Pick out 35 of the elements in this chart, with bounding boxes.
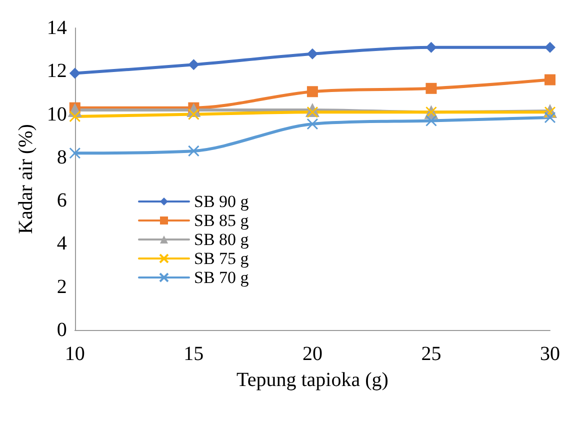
y-tick-label: 6 [56, 190, 67, 212]
legend-label: SB 70 g [194, 268, 250, 287]
point [69, 147, 81, 159]
x-axis-title: Tepung tapioka (g) [236, 369, 388, 391]
point [544, 112, 556, 124]
point [69, 68, 80, 79]
x-tick-label: 15 [184, 343, 204, 365]
x-tick-label: 30 [540, 343, 560, 365]
point [306, 118, 318, 130]
y-tick-label: 0 [56, 319, 67, 341]
point [544, 74, 556, 86]
point [188, 145, 200, 157]
point [426, 82, 437, 94]
point [425, 115, 437, 127]
legend-label: SB 80 g [194, 230, 250, 249]
x-tick-label: 25 [421, 343, 442, 365]
point [426, 42, 437, 53]
y-tick-label: 12 [46, 60, 67, 82]
y-axis-title: Kadar air (%) [15, 124, 37, 234]
point [188, 59, 200, 70]
y-tick-label: 10 [46, 103, 67, 126]
x-tick-label: 20 [302, 343, 322, 365]
point [306, 48, 318, 60]
y-tick-label: 8 [56, 146, 67, 168]
y-tick-label: 4 [56, 232, 67, 255]
point [306, 86, 318, 98]
point [306, 106, 318, 118]
point [188, 108, 200, 120]
point [544, 42, 556, 53]
legend-label: SB 75 g [194, 249, 250, 268]
y-tick-label: 14 [46, 17, 67, 39]
legend-label: SB 85 g [194, 211, 250, 230]
legend-label: SB 90 g [194, 192, 250, 211]
y-tick-label: 2 [56, 276, 67, 298]
point [69, 110, 81, 122]
